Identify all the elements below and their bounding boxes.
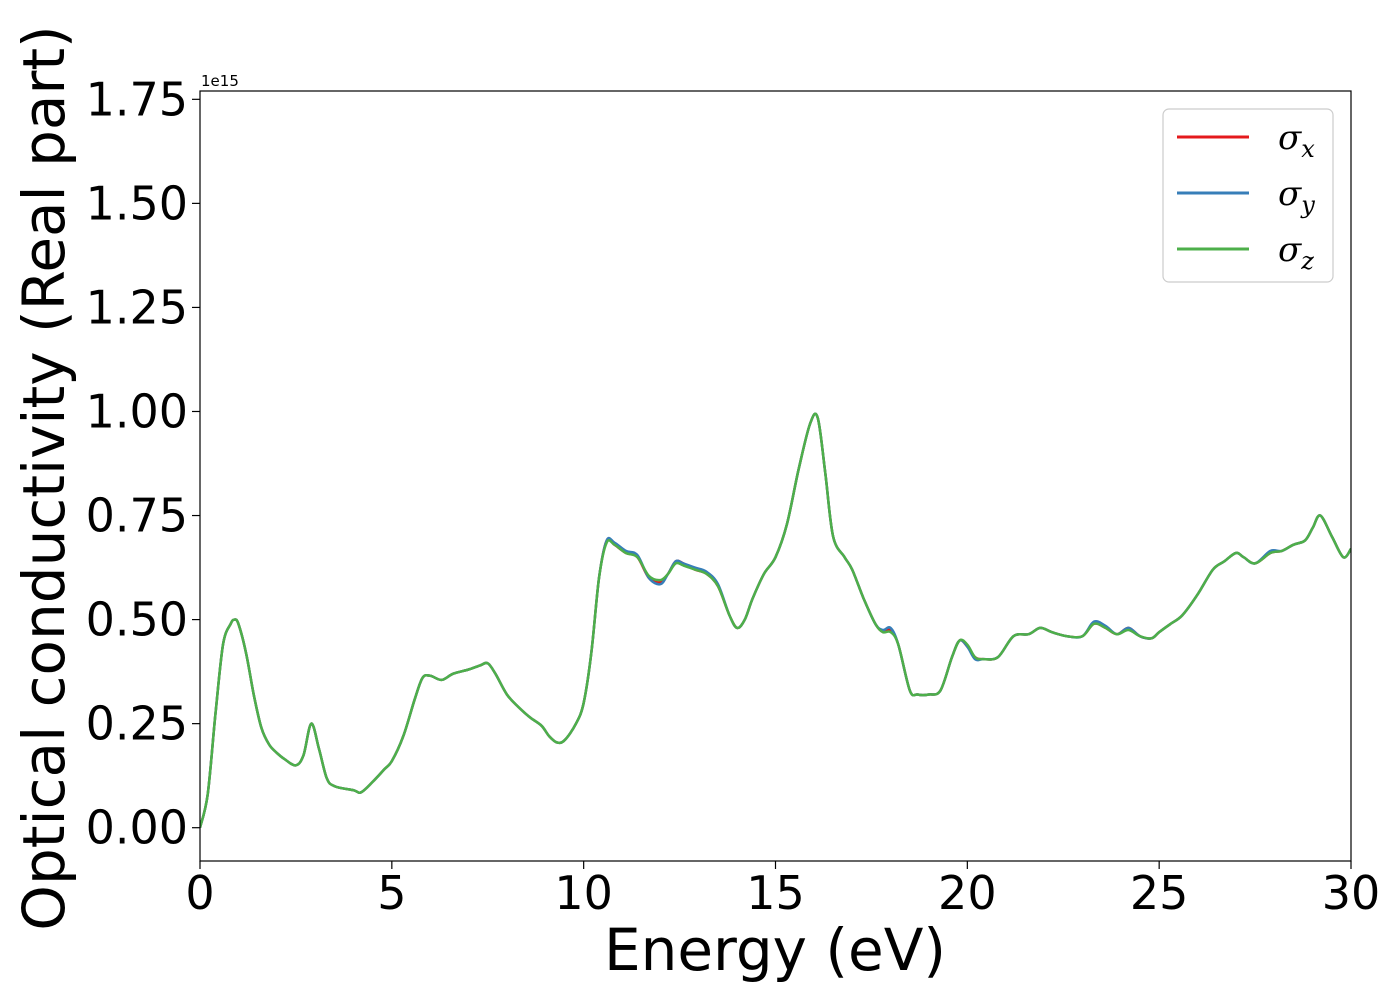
series-layer (200, 412, 1351, 829)
y-axis: 0.00 0.25 0.50 0.75 1.00 1.25 1.50 1.75 (86, 72, 200, 855)
x-tick-label: 0 (185, 866, 214, 920)
x-axis-title: Energy (eV) (604, 916, 946, 984)
series-line-z (200, 412, 1351, 829)
x-tick-label: 20 (938, 866, 997, 920)
x-tick-label: 15 (746, 866, 805, 920)
plot-area (199, 90, 1352, 862)
legend-label-y: σy (1278, 174, 1315, 219)
legend-label-z: σz (1278, 230, 1314, 275)
x-tick-label: 5 (377, 866, 406, 920)
y-tick-label: 1.75 (86, 72, 188, 126)
y-tick-label: 1.50 (86, 176, 188, 230)
x-axis: 0 5 10 15 20 25 30 (185, 861, 1380, 920)
x-tick-label: 10 (554, 866, 613, 920)
y-axis-title: Optical conductivity (Real part) (10, 25, 78, 930)
y-tick-label: 0.50 (86, 593, 188, 647)
legend: σx σy σz (1162, 108, 1334, 283)
y-tick-label: 1.00 (86, 384, 188, 438)
y-offset-text: 1e15 (201, 72, 239, 90)
y-tick-label: 1.25 (86, 280, 188, 334)
legend-label-x: σx (1278, 118, 1315, 163)
x-tick-label: 25 (1130, 866, 1189, 920)
x-tick-label: 30 (1322, 866, 1381, 920)
legend-box (1162, 108, 1334, 283)
y-tick-label: 0.25 (86, 697, 188, 751)
y-tick-label: 0.00 (86, 801, 188, 855)
y-tick-label: 0.75 (86, 489, 188, 543)
